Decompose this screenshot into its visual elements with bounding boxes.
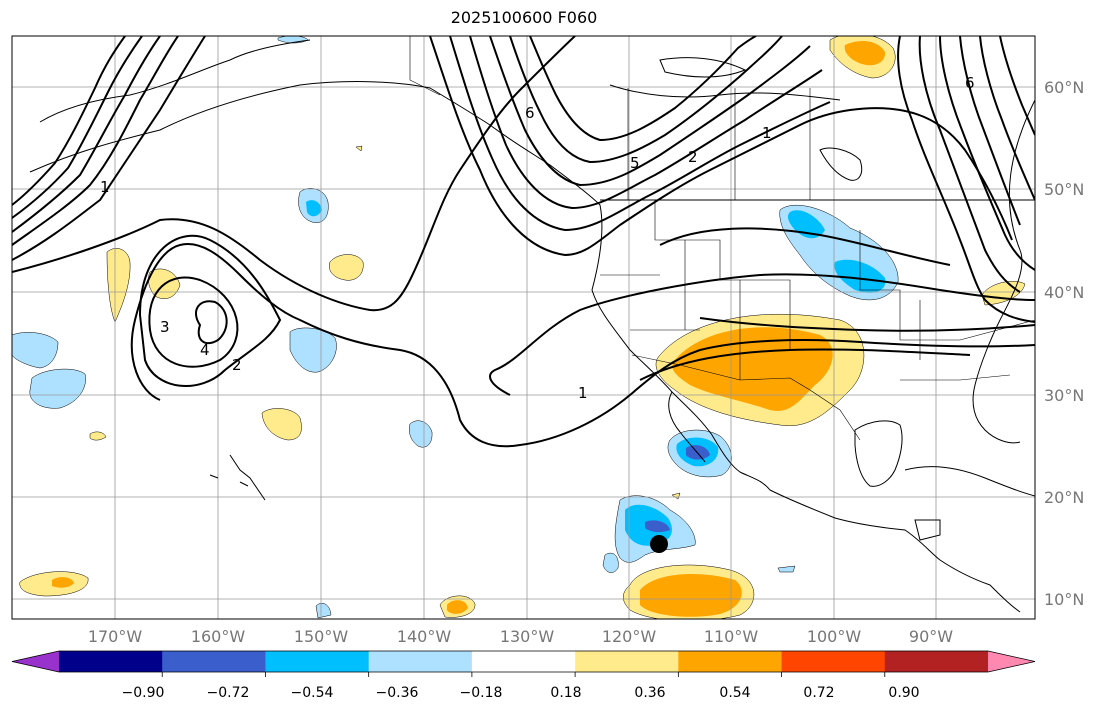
- map-frame: [11, 35, 1036, 620]
- contour-label: 1: [762, 124, 772, 142]
- colorbar-extend-low: [12, 651, 59, 672]
- lat-label: 20°N: [1044, 488, 1084, 507]
- colorbar-tick-labels: −0.90 −0.72 −0.54 −0.36 −0.18 0.18 0.36 …: [122, 685, 920, 701]
- lon-label: 110°W: [704, 627, 759, 646]
- contour-label: 5: [630, 154, 640, 172]
- colorbar-tick: −0.90: [122, 685, 165, 701]
- colorbar-tick: 0.72: [803, 685, 834, 701]
- colorbar-tick: −0.54: [291, 685, 334, 701]
- positive-anomaly-shading: [19, 36, 1026, 619]
- contour-label: 3: [160, 318, 170, 336]
- colorbar-segment: [884, 651, 989, 672]
- lon-label: 160°W: [191, 627, 246, 646]
- colorbar-segment: [162, 651, 266, 672]
- lat-label: 40°N: [1044, 283, 1084, 302]
- colorbar-segment: [265, 651, 370, 672]
- colorbar-segment: [678, 651, 783, 672]
- coastlines: [29, 39, 1035, 613]
- map-title: 2025100600 F060: [450, 8, 598, 27]
- colorbar-segment: [781, 651, 886, 672]
- lat-label: 10°N: [1044, 590, 1084, 609]
- colorbar-tick: 0.18: [550, 685, 581, 701]
- colorbar-tick: 0.90: [888, 685, 919, 701]
- map-area: 1 1 1 2 2 3 4 5 6 6: [12, 36, 1035, 619]
- colorbar: [11, 650, 1036, 677]
- latitude-labels: 60°N 50°N 40°N 30°N 20°N 10°N: [1044, 78, 1084, 609]
- contour-label: 2: [688, 148, 698, 166]
- graticule: [12, 36, 1035, 619]
- longitude-labels: 170°W 160°W 150°W 140°W 130°W 120°W 110°…: [88, 627, 953, 646]
- lon-label: 90°W: [909, 627, 953, 646]
- lon-label: 170°W: [88, 627, 143, 646]
- storm-center-marker: [650, 535, 668, 553]
- contour-lines: [12, 36, 1035, 448]
- colorbar-tick: 0.54: [719, 685, 750, 701]
- lat-label: 50°N: [1044, 180, 1084, 199]
- contour-label: 6: [965, 74, 975, 92]
- colorbar-tick: −0.36: [376, 685, 419, 701]
- colorbar-segment: [575, 651, 679, 672]
- colorbar-segment: [368, 651, 473, 672]
- contour-label: 1: [100, 178, 110, 196]
- colorbar-outline: [11, 650, 1036, 673]
- colorbar-segment: [59, 651, 163, 672]
- contour-labels: 1 1 1 2 2 3 4 5 6 6: [100, 74, 975, 402]
- colorbar-extend-high: [988, 651, 1035, 672]
- lon-label: 150°W: [294, 627, 349, 646]
- contour-label: 4: [200, 341, 210, 359]
- colorbar-segment: [471, 651, 576, 672]
- lat-label: 60°N: [1044, 78, 1084, 97]
- colorbar-tick: 0.36: [634, 685, 665, 701]
- lat-label: 30°N: [1044, 386, 1084, 405]
- lon-label: 130°W: [500, 627, 555, 646]
- lon-label: 120°W: [602, 627, 657, 646]
- contour-label: 1: [578, 384, 588, 402]
- colorbar-tick: −0.72: [207, 685, 250, 701]
- contour-label: 6: [525, 104, 535, 122]
- lon-label: 140°W: [397, 627, 452, 646]
- colorbar-tick: −0.18: [460, 685, 503, 701]
- contour-label: 2: [232, 356, 242, 374]
- lon-label: 100°W: [807, 627, 862, 646]
